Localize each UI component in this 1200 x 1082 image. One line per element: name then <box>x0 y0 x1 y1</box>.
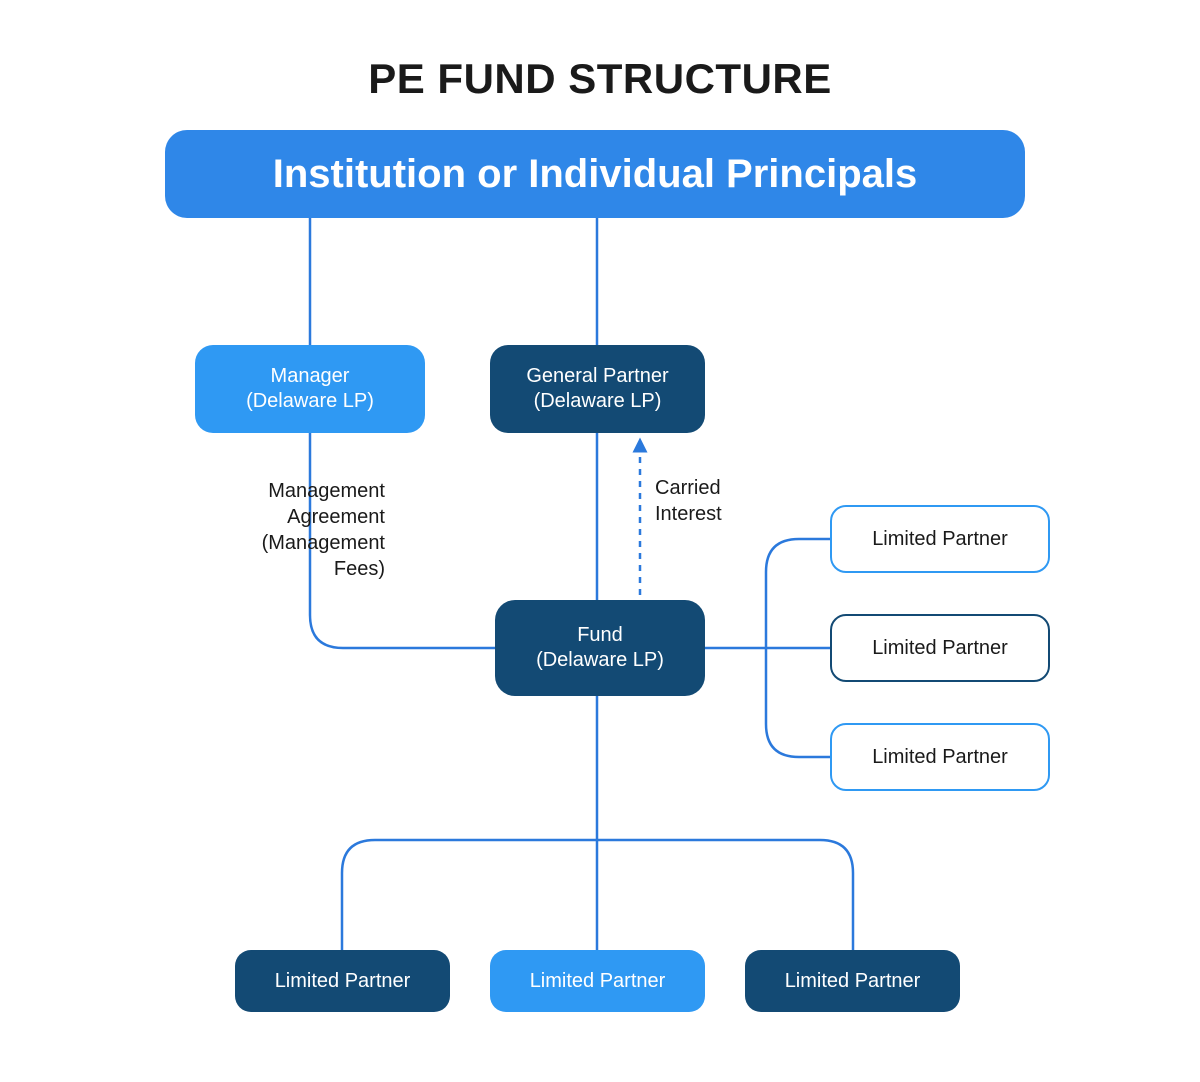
node-fund: Fund (Delaware LP) <box>495 600 705 696</box>
edge-label-carried-interest: Carried Interest <box>655 475 775 527</box>
node-limited-partner-bottom-left: Limited Partner <box>235 950 450 1012</box>
edge-label-management-agreement: Management Agreement (Management Fees) <box>235 478 385 582</box>
node-limited-partner-right-2: Limited Partner <box>830 614 1050 682</box>
mgmt-line1: Management <box>235 478 385 504</box>
node-limited-partner-right-1: Limited Partner <box>830 505 1050 573</box>
node-manager-line2: (Delaware LP) <box>246 389 374 414</box>
lp-b1-label: Limited Partner <box>275 969 411 994</box>
mgmt-line2: Agreement <box>235 504 385 530</box>
diagram-title: PE FUND STRUCTURE <box>0 55 1200 103</box>
lp-r1-label: Limited Partner <box>872 527 1008 552</box>
node-limited-partner-right-3: Limited Partner <box>830 723 1050 791</box>
lp-b2-label: Limited Partner <box>530 969 666 994</box>
node-gp-line2: (Delaware LP) <box>534 389 662 414</box>
carried-line1: Carried <box>655 475 775 501</box>
node-fund-line1: Fund <box>577 623 623 648</box>
lp-r3-label: Limited Partner <box>872 745 1008 770</box>
node-principals-label: Institution or Individual Principals <box>273 149 918 199</box>
lp-b3-label: Limited Partner <box>785 969 921 994</box>
mgmt-line3: (Management <box>235 530 385 556</box>
lp-r2-label: Limited Partner <box>872 636 1008 661</box>
node-fund-line2: (Delaware LP) <box>536 648 664 673</box>
mgmt-line4: Fees) <box>235 556 385 582</box>
node-manager: Manager (Delaware LP) <box>195 345 425 433</box>
node-general-partner: General Partner (Delaware LP) <box>490 345 705 433</box>
node-limited-partner-bottom-right: Limited Partner <box>745 950 960 1012</box>
carried-line2: Interest <box>655 501 775 527</box>
node-limited-partner-bottom-center: Limited Partner <box>490 950 705 1012</box>
node-gp-line1: General Partner <box>526 364 668 389</box>
node-principals: Institution or Individual Principals <box>165 130 1025 218</box>
node-manager-line1: Manager <box>271 364 350 389</box>
